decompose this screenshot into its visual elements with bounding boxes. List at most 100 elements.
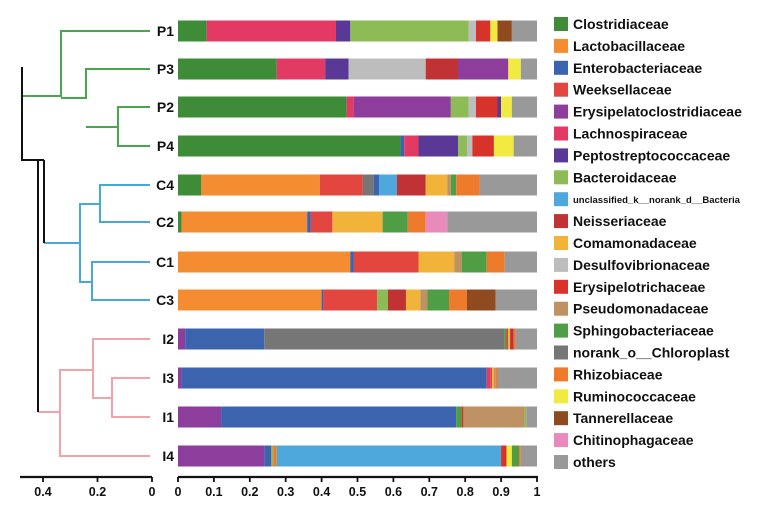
segment-i2-others	[515, 328, 537, 350]
segment-p3-neisseriaceae	[425, 58, 459, 80]
abundance-axis: 0 0.1 0.2 0.3 0.4 0.5 0.6 0.7 0.8 0.9 1	[175, 475, 541, 499]
segment-i4-rhizobiaceae	[273, 445, 277, 467]
segment-p4-clostridiaceae	[178, 135, 401, 157]
legend-swatch-chitinophagaceae	[554, 433, 568, 448]
segment-p4-erysipelotrichaceae	[472, 135, 494, 157]
abundance-tick-label-0.8: 0.8	[457, 485, 474, 499]
sample-label-p4: P4	[157, 138, 174, 154]
segment-i3-erysipelatoclostridiaceae	[178, 367, 182, 389]
legend-item-neisseriaceae: Neisseriaceae	[554, 213, 667, 229]
segment-p2-clostridiaceae	[178, 96, 347, 118]
branch-p1	[22, 30, 150, 97]
legend-item-peptostreptococcaceae: Peptostreptococcaceae	[554, 147, 730, 163]
segment-c3-enterobacteriaceae	[321, 289, 324, 311]
segment-i3-comamonadaceae	[492, 367, 494, 389]
segment-c4-weeksellaceae	[319, 174, 363, 196]
sample-label-c4: C4	[156, 177, 174, 193]
segment-p1-lachnospiraceae	[206, 20, 336, 42]
bar-i1	[178, 406, 537, 428]
segment-p4-desulfovibrionaceae	[467, 135, 473, 157]
branch-c4	[44, 184, 150, 244]
segment-p4-bacteroidaceae	[458, 135, 467, 157]
segment-p1-peptostreptococcaceae	[335, 20, 351, 42]
bar-p3	[178, 58, 538, 80]
segment-c1-others	[504, 251, 537, 273]
legend-swatch-weeksellaceae	[554, 82, 568, 97]
legend-item-sphingobacteriaceae: Sphingobacteriaceae	[554, 323, 714, 339]
legend-label-sphingobacteriaceae: Sphingobacteriaceae	[573, 323, 714, 339]
bar-p1	[178, 20, 537, 42]
branch-c1	[79, 204, 150, 283]
sample-label-i1: I1	[162, 409, 174, 425]
segment-c2-clostridiaceae	[178, 211, 182, 233]
segment-i4-bacteroidaceae	[271, 445, 274, 467]
segment-i1-sphingobacteriaceae	[456, 406, 462, 428]
segment-c3-weeksellaceae	[323, 289, 378, 311]
segment-p1-desulfovibrionaceae	[468, 20, 476, 42]
sample-label-p3: P3	[157, 61, 174, 77]
sample-label-p1: P1	[157, 23, 174, 39]
segment-c2-lactobacillaceae	[181, 211, 308, 233]
legend-label-desulfovibrionaceae: Desulfovibrionaceae	[573, 257, 710, 273]
segment-c4-pseudomonadaceae	[447, 174, 451, 196]
segment-p2-peptostreptococcaceae	[497, 96, 502, 118]
legend-label-chitinophagaceae: Chitinophagaceae	[573, 432, 694, 448]
segment-p2-desulfovibrionaceae	[468, 96, 476, 118]
segment-i2-norank-o-chloroplast	[264, 328, 505, 350]
branch-root-upper	[21, 67, 44, 161]
legend-item-bacteroidaceae: Bacteroidaceae	[554, 169, 677, 185]
segment-i4-unclassified-k-norank-d-bacteria	[276, 445, 502, 467]
segment-p3-others	[520, 58, 538, 80]
legend-item-erysipelotrichaceae: Erysipelotrichaceae	[554, 279, 706, 295]
bar-c2	[178, 211, 537, 233]
segment-i3-enterobacteriaceae	[181, 367, 487, 389]
segment-p1-erysipelotrichaceae	[475, 20, 491, 42]
segment-i2-rhizobiaceae	[513, 328, 516, 350]
segment-p1-clostridiaceae	[178, 20, 207, 42]
legend-swatch-neisseriaceae	[554, 214, 568, 229]
bar-c1	[178, 251, 537, 273]
segment-i2-neisseriaceae	[510, 328, 514, 350]
legend: Clostridiaceae Lactobacillaceae Enterobact…	[554, 16, 742, 470]
segment-i1-erysipelatoclostridiaceae	[178, 406, 222, 428]
abundance-tick-label-0.5: 0.5	[349, 485, 366, 499]
segment-p2-lachnospiraceae	[346, 96, 354, 118]
segment-c4-comamonadaceae	[425, 174, 448, 196]
legend-swatch-lactobacillaceae	[554, 38, 568, 53]
segment-p3-desulfovibrionaceae	[348, 58, 426, 80]
segment-i4-others	[520, 445, 538, 467]
segment-i4-enterobacteriaceae	[264, 445, 272, 467]
segment-p2-erysipelatoclostridiaceae	[353, 96, 451, 118]
segment-c3-rhizobiaceae	[449, 289, 467, 311]
segment-c3-pseudomonadaceae	[420, 289, 428, 311]
legend-item-ruminococcaceae: Ruminococcaceae	[554, 388, 696, 404]
segment-p3-ruminococcaceae	[508, 58, 521, 80]
sample-label-i4: I4	[162, 448, 174, 464]
abundance-tick-label-0.2: 0.2	[241, 485, 258, 499]
legend-swatch-lachnospiraceae	[554, 126, 568, 141]
legend-swatch-unclassified-k-norank-d-bacteria	[554, 192, 568, 207]
legend-label-enterobacteriaceae: Enterobacteriaceae	[573, 60, 702, 76]
segment-c3-lactobacillaceae	[178, 289, 322, 311]
segment-c4-others	[479, 174, 537, 196]
legend-label-unclassified-k-norank-d-bacteria: unclassified_k__norank_d__Bacteria	[573, 195, 741, 206]
segment-p2-erysipelotrichaceae	[475, 96, 498, 118]
legend-item-others: others	[554, 454, 616, 470]
bar-i4	[178, 445, 538, 467]
legend-swatch-enterobacteriaceae	[554, 60, 568, 75]
branch-p4	[117, 127, 150, 147]
legend-label-lactobacillaceae: Lactobacillaceae	[573, 38, 685, 54]
legend-swatch-others	[554, 455, 568, 469]
segment-p1-tannerellaceae	[497, 20, 512, 42]
segment-c2-chitinophagaceae	[425, 211, 448, 233]
legend-label-tannerellaceae: Tannerellaceae	[573, 410, 673, 426]
segment-c4-unclassified-k-norank-d-bacteria	[379, 174, 397, 196]
legend-label-clostridiaceae: Clostridiaceae	[573, 16, 669, 32]
legend-label-peptostreptococcaceae: Peptostreptococcaceae	[573, 147, 730, 163]
branch-i4	[59, 412, 150, 457]
segment-c4-neisseriaceae	[396, 174, 426, 196]
segment-c4-rhizobiaceae	[456, 174, 480, 196]
legend-swatch-rhizobiaceae	[554, 367, 568, 382]
legend-item-tannerellaceae: Tannerellaceae	[554, 410, 673, 426]
segment-c2-rhizobiaceae	[407, 211, 426, 233]
